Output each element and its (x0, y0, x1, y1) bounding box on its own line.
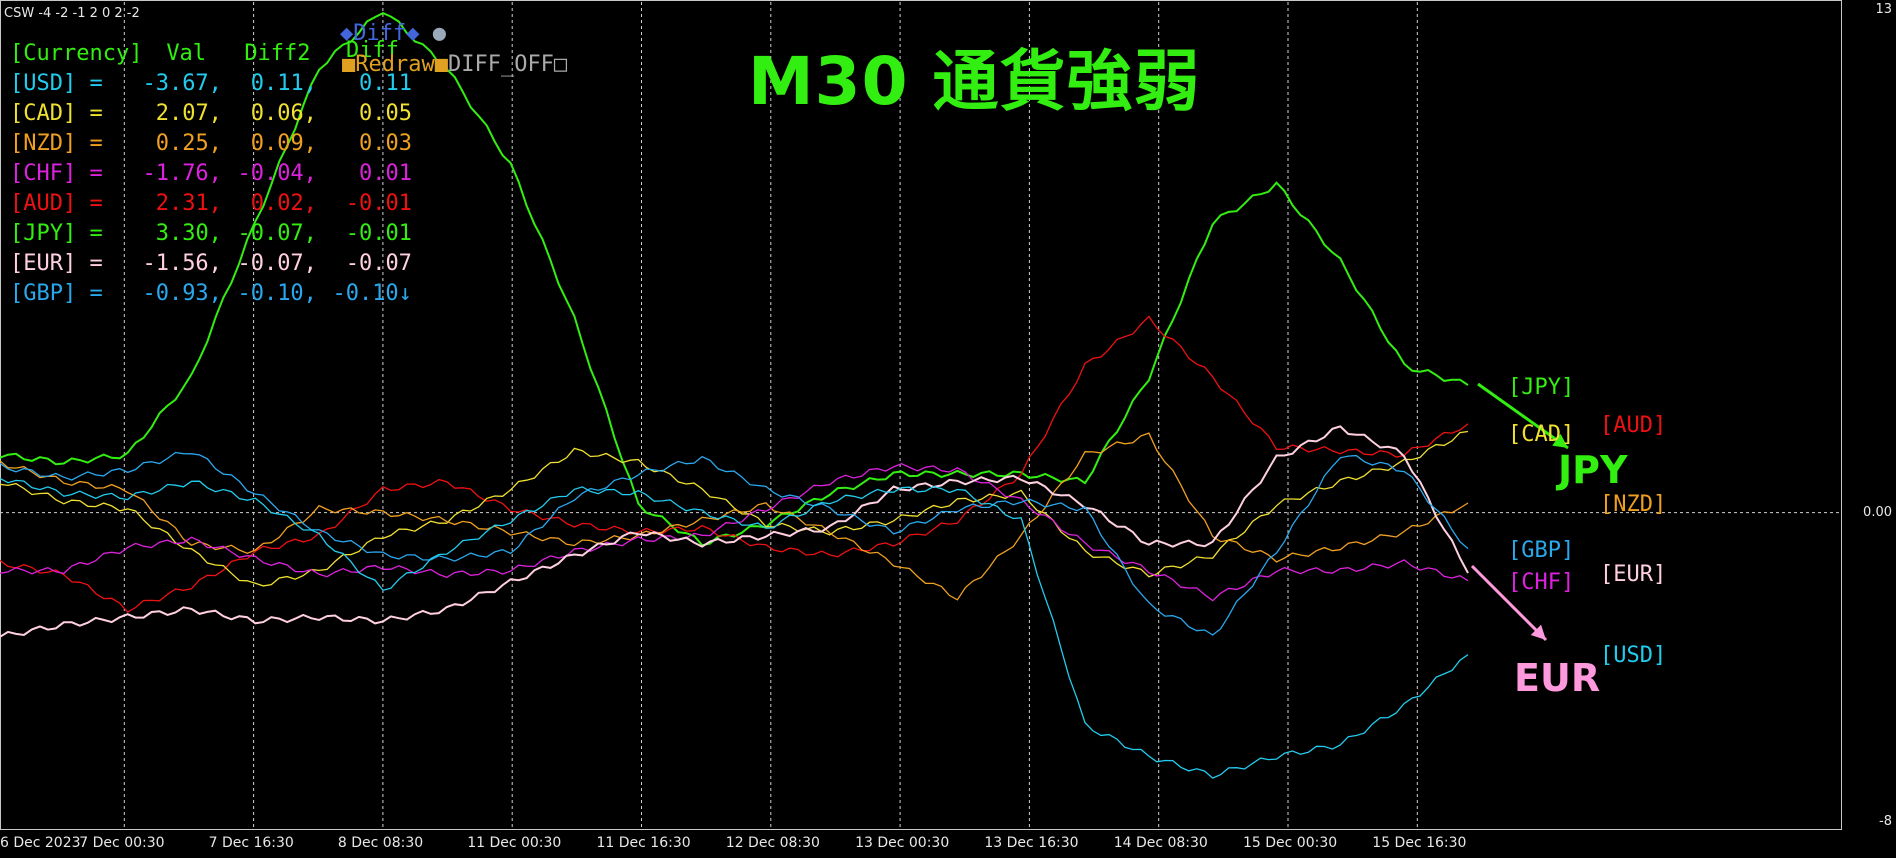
diff-control[interactable]: ◆Diff◆ ● (340, 21, 446, 46)
right-label-gbp: [GBP] (1508, 538, 1575, 563)
series-line-jpy (0, 11, 1469, 547)
table-cell: -0.93, (142, 280, 222, 306)
table-cell: -1.56, (142, 250, 222, 276)
table-cell: [EUR] = (10, 250, 103, 276)
redraw-button[interactable]: ■Redraw■ (342, 52, 448, 77)
table-cell: 0.01 (358, 160, 412, 186)
table-row: [CHF] = -1.76, -0.04, 0.01 (10, 158, 420, 188)
series-line-cad (0, 430, 1469, 587)
diff-toggle[interactable]: ◆Diff◆ (340, 21, 420, 46)
series-line-aud (0, 315, 1469, 613)
table-cell: [AUD] = (10, 190, 103, 216)
table-cell: -1.76, (142, 160, 222, 186)
x-tick-label: 15 Dec 00:30 (1243, 835, 1338, 851)
right-label-aud: [AUD] (1600, 413, 1667, 438)
table-cell: -0.10, (237, 280, 317, 306)
table-cell: [GBP] = (10, 280, 103, 306)
table-row: [USD] = -3.67, 0.11, 0.11 (10, 68, 420, 98)
table-cell: -0.10↓ (332, 280, 412, 306)
table-header-cell: Diff2 (244, 40, 311, 66)
plot-area (0, 0, 1842, 830)
table-cell: -0.01 (345, 190, 412, 216)
right-label-usd: [USD] (1600, 643, 1667, 668)
table-cell: 0.05 (358, 100, 412, 126)
table-row: [EUR] = -1.56, -0.07, -0.07 (10, 248, 420, 278)
right-label-chf: [CHF] (1508, 570, 1575, 595)
x-tick-label: 13 Dec 16:30 (984, 835, 1079, 851)
table-cell: [CAD] = (10, 100, 103, 126)
table-cell: 3.30, (155, 220, 222, 246)
x-tick-label: 11 Dec 00:30 (467, 835, 562, 851)
table-cell: 2.31, (155, 190, 222, 216)
eur-arrow (1470, 564, 1548, 642)
x-tick-label: 7 Dec 00:30 (79, 835, 165, 851)
diff-circle-icon[interactable]: ● (432, 21, 446, 46)
redraw-control[interactable]: ■Redraw■DIFF_OFF□ (342, 52, 567, 77)
table-cell: -0.01 (345, 220, 412, 246)
x-tick-label: 8 Dec 08:30 (337, 835, 424, 851)
right-label-nzd: [NZD] (1600, 492, 1667, 517)
indicator-label: CSW -4 -2 -1 2 0 2 -2 (4, 6, 140, 21)
chart-title: M30 通貨強弱 (748, 43, 1201, 120)
y-tick-label: -8 (1879, 814, 1892, 829)
table-cell: 2.07, (155, 100, 222, 126)
table-header-cell: Val (166, 40, 207, 66)
x-tick-label: 7 Dec 16:30 (208, 835, 294, 851)
x-tick-label: 6 Dec 2023 (0, 835, 81, 851)
table-cell: 0.03 (358, 130, 412, 156)
jpy-arrow (1477, 382, 1569, 450)
table-row: [CAD] = 2.07, 0.06, 0.05 (10, 98, 420, 128)
table-cell: -0.04, (237, 160, 317, 186)
y-tick-label: 13 (1875, 2, 1892, 17)
x-tick-label: 13 Dec 00:30 (855, 835, 950, 851)
table-cell: -0.07, (237, 220, 317, 246)
diff-off-button[interactable]: DIFF_OFF□ (447, 52, 568, 77)
x-tick-label: 12 Dec 08:30 (725, 835, 820, 851)
table-cell: 0.02, (250, 190, 317, 216)
diff-green-label: Diff (346, 38, 399, 63)
table-cell: -0.07 (345, 250, 412, 276)
table-cell: -3.67, (142, 70, 222, 96)
x-tick-label: 15 Dec 16:30 (1372, 835, 1467, 851)
table-cell: [JPY] = (10, 220, 103, 246)
series-line-chf (0, 462, 1469, 602)
series-line-eur (0, 425, 1469, 638)
x-tick-label: 11 Dec 16:30 (596, 835, 691, 851)
currency-table: [Currency] Val Diff2 [USD] = -3.67, 0.11, 0.11… (10, 38, 420, 308)
table-cell: 0.11, (250, 70, 317, 96)
table-cell: [USD] = (10, 70, 103, 96)
right-label-eur: [EUR] (1600, 562, 1667, 587)
series-line-nzd (0, 432, 1469, 601)
table-cell: -0.07, (237, 250, 317, 276)
table-row: [AUD] = 2.31, 0.02, -0.01 (10, 188, 420, 218)
table-row: [NZD] = 0.25, 0.09, 0.03 (10, 128, 420, 158)
table-header-cell: [Currency] (10, 40, 143, 66)
x-tick-label: 14 Dec 08:30 (1113, 835, 1208, 851)
table-cell: 0.06, (250, 100, 317, 126)
table-row: [GBP] = -0.93, -0.10, -0.10↓ (10, 278, 420, 308)
table-cell: [NZD] = (10, 130, 103, 156)
right-label-jpy: [JPY] (1508, 375, 1575, 400)
table-row: [JPY] = 3.30, -0.07, -0.01 (10, 218, 420, 248)
table-cell: [CHF] = (10, 160, 103, 186)
table-cell: 0.25, (155, 130, 222, 156)
jpy-annotation: JPY (1558, 448, 1628, 492)
table-cell: 0.09, (250, 130, 317, 156)
series-line-usd (0, 477, 1469, 779)
series-line-gbp (0, 451, 1469, 636)
y-tick-label: 0.00 (1863, 504, 1892, 520)
table-header: [Currency] Val Diff2 (10, 38, 420, 68)
right-label-cad: [CAD] (1508, 422, 1575, 447)
table-header-cell (325, 38, 420, 68)
eur-annotation: EUR (1514, 656, 1601, 700)
table-cell: 0.11 (358, 70, 412, 96)
